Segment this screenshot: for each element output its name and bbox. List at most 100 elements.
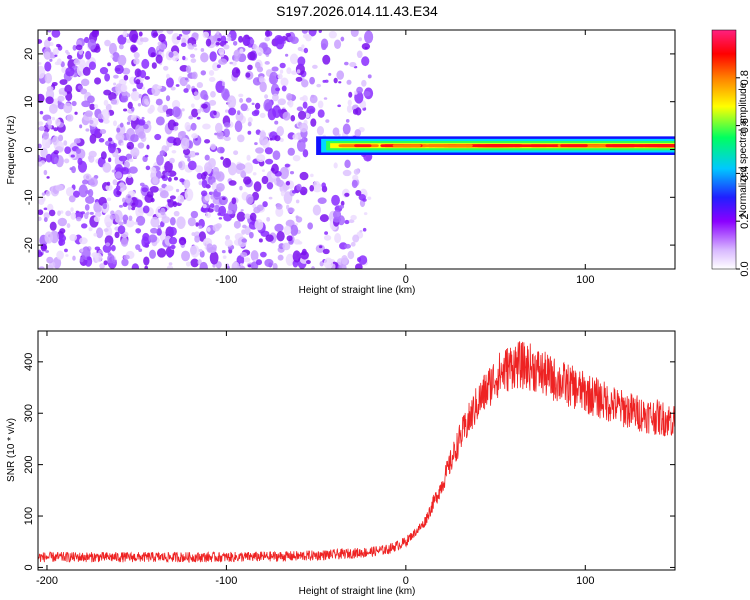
noise-speckle	[150, 216, 160, 228]
noise-speckle	[322, 79, 326, 83]
noise-speckle	[114, 171, 123, 179]
band-hot-segment	[476, 144, 511, 148]
noise-speckle	[45, 250, 50, 253]
noise-speckle	[141, 116, 145, 120]
noise-speckle	[128, 30, 139, 43]
noise-speckle	[125, 194, 132, 204]
noise-speckle	[120, 142, 124, 146]
noise-speckle	[95, 211, 102, 218]
noise-speckle	[59, 79, 68, 86]
noise-speckle	[53, 127, 58, 132]
noise-speckle	[355, 189, 362, 196]
noise-speckle	[302, 95, 308, 102]
noise-speckle	[46, 256, 54, 264]
noise-speckle	[293, 239, 301, 245]
noise-speckle	[215, 42, 221, 46]
noise-speckle	[242, 224, 247, 229]
noise-speckle	[131, 263, 139, 269]
noise-speckle	[202, 123, 211, 130]
noise-speckle	[68, 195, 76, 203]
band-hot-segment	[611, 144, 637, 148]
noise-speckle	[187, 217, 196, 227]
noise-speckle	[127, 173, 132, 179]
noise-speckle	[216, 31, 220, 35]
noise-speckle	[100, 151, 107, 160]
noise-speckle	[275, 87, 281, 92]
noise-speckle	[166, 265, 174, 269]
noise-speckle	[346, 105, 353, 113]
noise-speckle	[290, 114, 296, 122]
noise-speckle	[194, 152, 200, 156]
noise-speckle	[89, 103, 96, 111]
noise-speckle	[216, 64, 221, 69]
noise-speckle	[209, 203, 215, 208]
noise-speckle	[176, 36, 181, 41]
noise-speckle	[262, 201, 268, 208]
spectrogram-xtick-label: -100	[215, 274, 237, 286]
noise-speckle	[247, 264, 252, 268]
noise-speckle	[348, 91, 353, 98]
noise-speckle	[107, 62, 112, 67]
noise-speckle	[208, 99, 217, 106]
noise-speckle	[133, 52, 140, 59]
noise-speckle	[135, 228, 142, 234]
noise-speckle	[268, 196, 273, 200]
noise-speckle	[135, 199, 143, 208]
noise-speckle	[84, 204, 90, 211]
noise-speckle	[164, 185, 174, 192]
noise-speckle	[282, 242, 291, 251]
noise-speckle	[264, 147, 273, 155]
noise-speckle	[125, 175, 134, 186]
noise-speckle	[62, 91, 68, 97]
noise-speckle	[64, 248, 68, 253]
colorbar: 0.0 0.2 0.4 0.6 0.8 Normalized spectral ampl…	[711, 29, 750, 277]
noise-speckle	[185, 261, 191, 267]
noise-speckle	[53, 150, 59, 155]
noise-speckle	[69, 167, 73, 171]
noise-speckle	[93, 233, 98, 237]
noise-speckle	[40, 243, 47, 250]
noise-speckle	[290, 224, 299, 236]
noise-speckle	[236, 163, 246, 171]
noise-speckle	[361, 56, 370, 67]
noise-speckle	[204, 162, 213, 174]
noise-speckle	[121, 258, 129, 267]
noise-speckle	[203, 94, 209, 101]
noise-speckle	[112, 259, 117, 265]
noise-speckle	[331, 194, 340, 206]
noise-speckle	[244, 226, 251, 236]
noise-speckle	[209, 51, 217, 62]
signal-band-layer	[316, 136, 675, 155]
noise-speckle	[150, 166, 157, 174]
noise-speckle	[358, 255, 368, 265]
noise-speckle	[251, 102, 255, 106]
noise-speckle	[47, 36, 52, 42]
noise-speckle	[142, 232, 150, 241]
noise-speckle	[155, 116, 165, 126]
noise-speckle	[41, 192, 46, 196]
noise-speckle	[237, 134, 245, 143]
noise-speckle	[120, 166, 130, 175]
noise-speckle	[276, 230, 285, 242]
snr-xtick-label: 0	[403, 575, 409, 587]
noise-speckle	[301, 30, 308, 34]
noise-speckle	[340, 200, 345, 206]
noise-speckle	[60, 61, 65, 68]
noise-speckle	[240, 251, 248, 258]
noise-speckle	[169, 216, 176, 226]
noise-speckle	[355, 263, 363, 269]
noise-speckle	[286, 235, 293, 242]
noise-speckle	[132, 152, 138, 159]
noise-speckle	[89, 133, 97, 144]
spectrogram-x-axis-title: Height of straight line (km)	[299, 285, 416, 296]
noise-speckle	[169, 236, 178, 245]
noise-speckle	[98, 137, 105, 143]
noise-speckle	[138, 93, 142, 99]
noise-speckle	[38, 154, 41, 163]
noise-speckle	[72, 255, 76, 261]
noise-speckle	[277, 254, 284, 261]
snr-ytick-label: 300	[23, 404, 35, 422]
noise-speckle	[201, 172, 207, 180]
noise-speckle	[113, 82, 117, 86]
noise-speckle	[164, 145, 170, 152]
